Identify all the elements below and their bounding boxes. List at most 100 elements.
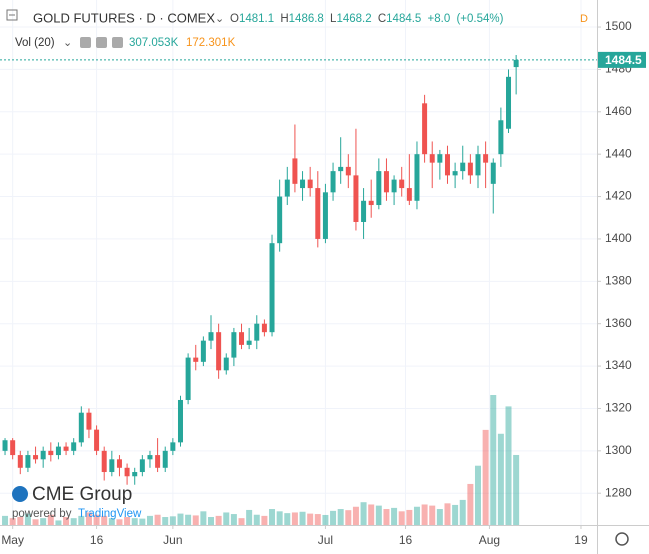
volume-bar	[93, 514, 100, 525]
candle-body	[86, 412, 92, 430]
volume-bar	[375, 505, 382, 525]
x-tick-label: Jul	[318, 533, 333, 547]
y-tick-label: 1460	[605, 104, 632, 118]
candle-body	[483, 154, 489, 163]
candle-body	[246, 340, 252, 345]
x-tick-label: 16	[399, 533, 413, 547]
volume-bar	[131, 518, 138, 525]
volume-bar	[490, 395, 497, 525]
candle-body	[162, 450, 168, 468]
volume-bar	[482, 429, 489, 525]
volume-bar	[444, 503, 451, 525]
volume-last: 307.053K	[129, 37, 179, 49]
volume-bar	[208, 517, 215, 525]
x-tick-label: Aug	[479, 533, 500, 547]
h-label: H	[280, 13, 288, 25]
candle-body	[2, 440, 8, 451]
candle-body	[506, 76, 512, 129]
y-tick-label: 1280	[605, 485, 632, 499]
change-percent: (+0.54%)	[456, 13, 503, 25]
candle-body	[155, 455, 161, 468]
candle-body	[25, 455, 31, 468]
candle-body	[460, 162, 466, 172]
x-tick-label: 19	[574, 533, 588, 547]
volume-bar	[398, 511, 405, 525]
candle-body	[17, 455, 23, 468]
y-tick-label: 1420	[605, 189, 632, 203]
volume-bar	[322, 514, 329, 525]
candle-body	[368, 200, 374, 206]
candle-body	[33, 455, 39, 460]
credit-brand[interactable]: TradingView	[78, 508, 142, 520]
volume-bar	[200, 511, 207, 525]
volume-bar	[413, 506, 420, 525]
volume-bar	[108, 518, 115, 525]
volume-bar	[421, 504, 428, 525]
volume-title: Vol (20)	[15, 37, 55, 49]
l-label: L	[330, 13, 337, 25]
volume-bar	[246, 509, 253, 525]
candle-body	[147, 455, 153, 460]
collapse-button[interactable]	[6, 9, 18, 21]
volume-bar	[55, 520, 62, 525]
volume-bar	[330, 510, 337, 525]
candle-body	[422, 103, 428, 155]
last-price-label: 1484.5	[605, 53, 642, 67]
y-tick-label: 1440	[605, 146, 632, 160]
candle-body	[444, 154, 450, 176]
candle-body	[383, 171, 389, 193]
candle-body	[292, 158, 298, 184]
candle-body	[78, 412, 84, 443]
candle-body	[177, 399, 183, 443]
candle-body	[452, 171, 458, 176]
settings-button[interactable]	[615, 532, 629, 546]
volume-bar	[459, 499, 466, 525]
o-label: O	[230, 13, 239, 25]
candle-body	[361, 200, 367, 222]
volume-bar	[139, 518, 146, 525]
candle-body	[513, 59, 519, 68]
candle-body	[216, 332, 222, 371]
volume-layer	[2, 395, 520, 525]
interval-badge[interactable]: D	[580, 13, 588, 25]
candle-body	[338, 166, 344, 172]
x-tick-label: May	[1, 533, 24, 547]
settings-icon[interactable]	[96, 37, 107, 48]
volume-controls[interactable]	[80, 37, 123, 48]
candle-body	[124, 467, 130, 477]
volume-bar	[32, 519, 39, 525]
eye-icon[interactable]	[80, 37, 91, 48]
volume-bar	[337, 509, 344, 525]
volume-average: 172.301K	[186, 37, 236, 49]
candle-layer	[2, 55, 519, 485]
volume-bar	[162, 517, 169, 525]
volume-dropdown[interactable]: ⌄	[63, 37, 72, 49]
volume-bar	[513, 454, 520, 525]
volume-bar	[383, 509, 390, 525]
candle-body	[71, 442, 77, 451]
h-value: 1486.8	[289, 13, 324, 25]
close-icon[interactable]	[112, 37, 123, 48]
y-tick-label: 1300	[605, 443, 632, 457]
volume-bar	[474, 465, 481, 525]
volume-bar	[299, 511, 306, 525]
volume-bar	[230, 514, 237, 525]
volume-bar	[177, 513, 184, 525]
candle-body	[139, 459, 145, 473]
volume-bar	[116, 519, 123, 525]
volume-bar	[391, 507, 398, 525]
volume-bar	[307, 513, 314, 525]
candle-body	[330, 171, 336, 193]
candle-body	[193, 357, 199, 362]
candle-body	[55, 446, 61, 456]
candle-body	[345, 166, 351, 176]
candle-body	[467, 162, 473, 176]
volume-bar	[63, 517, 70, 525]
volume-bar	[368, 504, 375, 525]
l-value: 1468.2	[336, 13, 371, 25]
dropdown[interactable]: ⌄	[215, 13, 224, 25]
candle-body	[101, 450, 107, 473]
volume-bar	[406, 509, 413, 525]
candle-body	[170, 442, 176, 451]
